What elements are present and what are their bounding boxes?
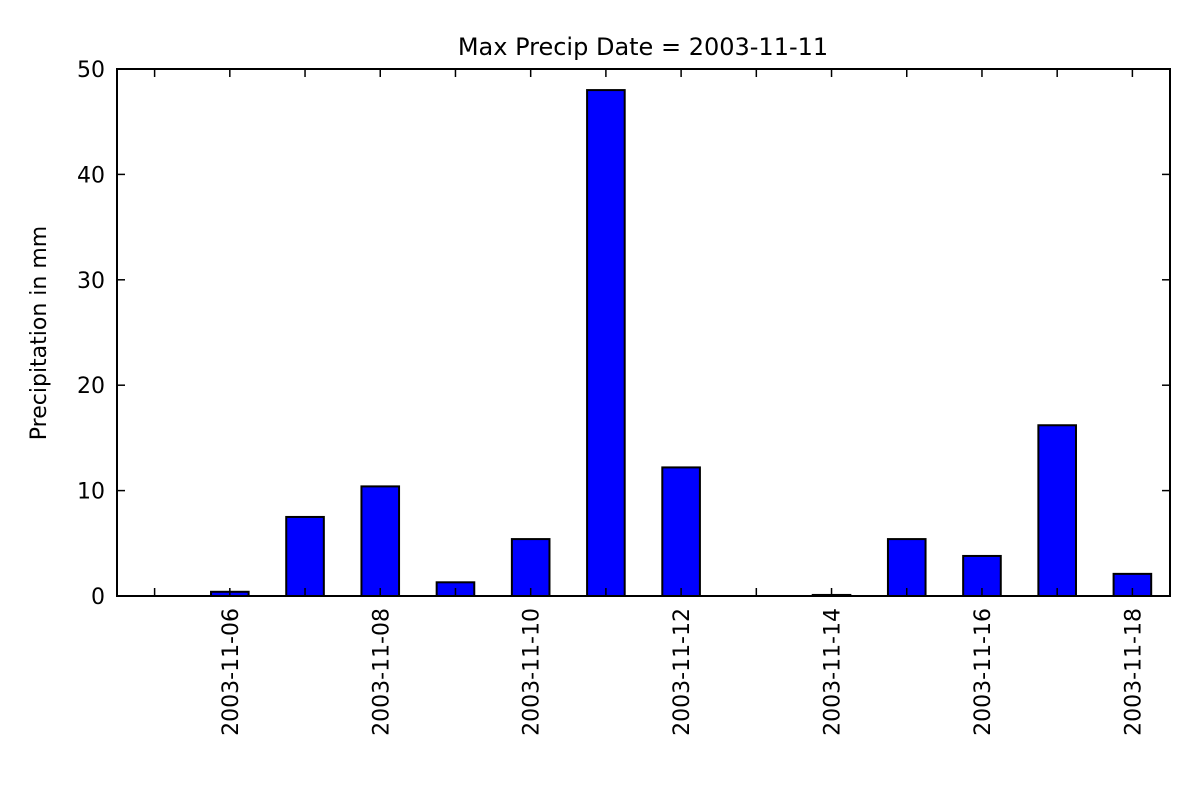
bar-2003-11-11 xyxy=(586,89,626,598)
bar-2003-11-15 xyxy=(886,538,927,597)
x-tick-label: 2003-11-08 xyxy=(369,608,394,736)
x-tick-label: 2003-11-12 xyxy=(670,608,695,736)
x-tick-label: 2003-11-06 xyxy=(219,608,244,736)
plot-frame xyxy=(116,68,1171,597)
bar-2003-11-08 xyxy=(360,485,401,597)
x-tick-label: 2003-11-16 xyxy=(971,608,996,736)
y-tick-label: 30 xyxy=(77,269,105,294)
chart-title: Max Precip Date = 2003-11-11 xyxy=(458,33,828,61)
y-tick-label: 20 xyxy=(77,374,105,399)
bar-2003-11-10 xyxy=(510,538,551,597)
y-tick-label: 40 xyxy=(77,163,105,188)
bars-layer xyxy=(210,89,1153,598)
bar-2003-11-17 xyxy=(1037,424,1077,598)
y-tick-label: 50 xyxy=(77,58,105,83)
x-tick-label: 2003-11-14 xyxy=(821,608,846,736)
y-tick-label: 10 xyxy=(77,480,105,505)
ticks-layer: 0 10 20 30 40 50 2003-11-06 2003-11-08 2003-11-1… xyxy=(77,58,1170,736)
x-tick-label: 2003-11-10 xyxy=(520,608,545,736)
x-tick-label: 2003-11-18 xyxy=(1121,608,1146,736)
bar-2003-11-07 xyxy=(285,515,325,598)
bar-2003-11-12 xyxy=(661,466,701,597)
y-tick-label: 0 xyxy=(91,585,105,610)
y-axis-label: Precipitation in mm xyxy=(27,226,52,440)
